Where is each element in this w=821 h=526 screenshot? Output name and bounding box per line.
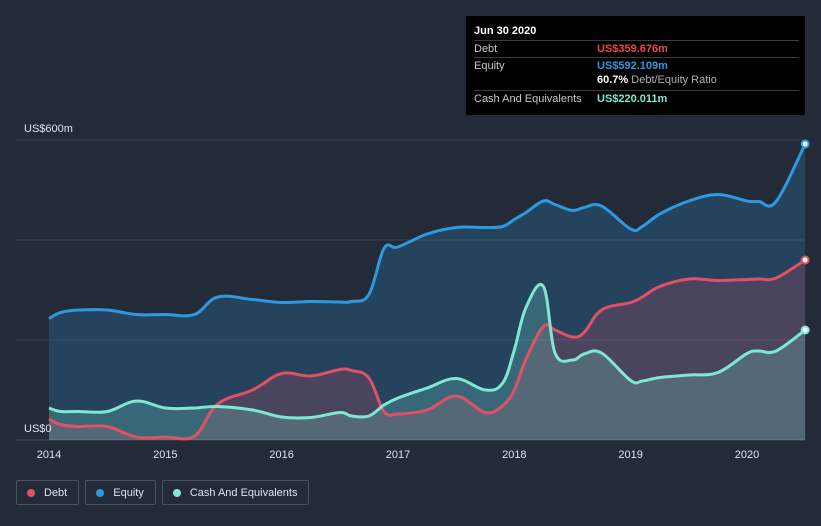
tooltip-ratio: 60.7% Debt/Equity Ratio bbox=[597, 74, 717, 86]
x-tick-label: 2018 bbox=[502, 449, 526, 461]
y-tick-label: US$0 bbox=[24, 423, 52, 435]
equity-dot-icon bbox=[96, 488, 105, 497]
end-markers bbox=[800, 139, 810, 335]
x-tick-label: 2017 bbox=[386, 449, 410, 461]
debt-line bbox=[48, 258, 806, 441]
tooltip-equity-label: Equity bbox=[474, 60, 505, 72]
cash-dot-icon bbox=[172, 488, 181, 497]
chart-legend: Debt Equity Cash And Equivalents bbox=[16, 480, 310, 507]
x-tick-label: 2016 bbox=[269, 449, 293, 461]
series-lines bbox=[48, 143, 807, 441]
debt-dot-icon bbox=[27, 488, 35, 497]
tooltip-ratio-label: Debt/Equity Ratio bbox=[631, 74, 717, 86]
tooltip-row-cash: Cash And Equivalents US$220.011m bbox=[474, 90, 799, 107]
legend-item-cash[interactable]: Cash And Equivalents bbox=[161, 480, 310, 505]
equity-end-marker bbox=[800, 139, 810, 149]
tooltip-ratio-value: 60.7% bbox=[597, 74, 629, 86]
cash-and-equivalents-line bbox=[48, 283, 807, 420]
y-tick-label: US$600m bbox=[24, 123, 73, 135]
legend-cash-label: Cash And Equivalents bbox=[189, 486, 298, 499]
chart-tooltip: Jun 30 2020 Debt US$359.676m Equity US$5… bbox=[466, 16, 805, 115]
debt-end-marker bbox=[800, 255, 810, 265]
tooltip-date: Jun 30 2020 bbox=[474, 25, 537, 37]
legend-equity-label: Equity bbox=[113, 486, 144, 499]
x-tick-label: 2020 bbox=[735, 449, 759, 461]
cash-and-equivalents-area bbox=[49, 284, 806, 440]
x-tick-label: 2019 bbox=[618, 449, 642, 461]
debt-area bbox=[49, 260, 806, 440]
equity-line bbox=[48, 143, 807, 320]
x-tick-label: 2015 bbox=[153, 449, 177, 461]
tooltip-equity-value: US$592.109m bbox=[597, 60, 668, 72]
x-tick-label: 2014 bbox=[37, 449, 61, 461]
tooltip-cash-label: Cash And Equivalents bbox=[474, 93, 582, 105]
tooltip-debt-label: Debt bbox=[474, 43, 498, 55]
axis-labels: US$600m US$0 2014 2015 2016 2017 2018 2019 2020 bbox=[24, 123, 759, 461]
cash-and-equivalents-end-marker bbox=[800, 325, 810, 335]
tooltip-debt-value: US$359.676m bbox=[597, 43, 668, 55]
legend-item-equity[interactable]: Equity bbox=[85, 480, 156, 505]
legend-debt-label: Debt bbox=[44, 486, 68, 499]
tooltip-row-debt: Debt US$359.676m bbox=[474, 40, 799, 57]
tooltip-cash-value: US$220.011m bbox=[597, 93, 668, 105]
tooltip-row-equity: Equity US$592.109m bbox=[474, 57, 799, 74]
legend-item-debt[interactable]: Debt bbox=[16, 480, 80, 505]
